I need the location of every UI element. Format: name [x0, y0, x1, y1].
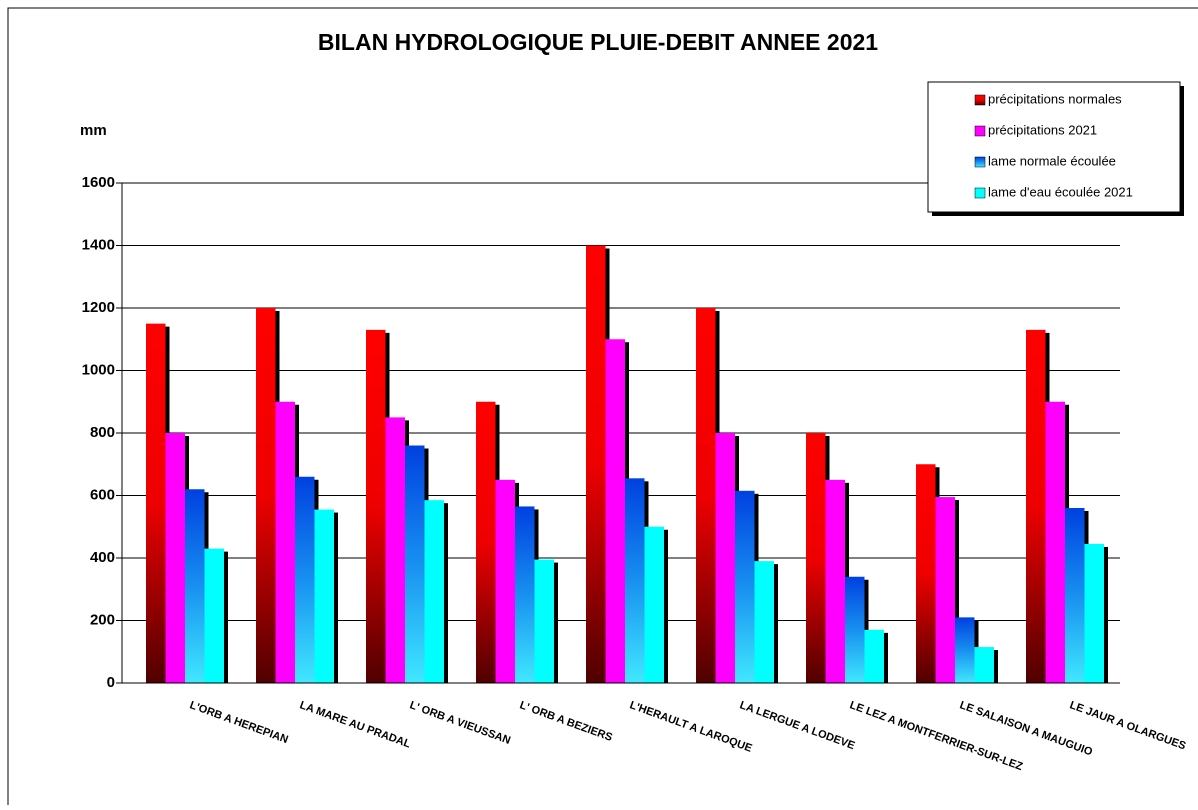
bar: [845, 576, 865, 683]
y-tick-label: 400: [90, 549, 115, 566]
bar: [405, 445, 425, 683]
bar: [424, 500, 444, 683]
bar: [864, 629, 884, 683]
bar: [586, 245, 606, 683]
x-tick-label: LA LERGUE A LODEVE: [738, 699, 856, 752]
legend-swatch: [974, 125, 986, 137]
bar: [534, 559, 554, 683]
bar: [605, 339, 625, 683]
bar: [366, 329, 386, 683]
bar: [1084, 543, 1104, 683]
y-tick-label: 0: [107, 674, 115, 691]
bar: [935, 497, 955, 683]
bar: [696, 308, 716, 683]
x-tick-label: LE LEZ A MONTFERRIER-SUR-LEZ: [848, 699, 1024, 773]
legend-label: précipitations normales: [988, 91, 1122, 106]
chart-title: BILAN HYDROLOGIQUE PLUIE-DEBIT ANNEE 202…: [318, 29, 878, 55]
y-tick-label: 200: [90, 611, 115, 628]
y-tick-label: 600: [90, 486, 115, 503]
bar: [955, 617, 975, 683]
bar: [806, 433, 826, 683]
legend-swatch: [974, 187, 986, 199]
legend: [927, 81, 1181, 213]
bar: [974, 647, 994, 683]
legend-swatch: [974, 156, 986, 168]
bar: [275, 401, 295, 683]
bar: [476, 401, 496, 683]
bar: [256, 308, 276, 683]
bar: [185, 489, 205, 683]
legend-label: lame normale écoulée: [988, 153, 1116, 168]
y-axis-label: mm: [80, 122, 107, 139]
bar: [295, 476, 315, 683]
bar: [204, 548, 224, 683]
bar: [715, 433, 735, 683]
bar: [165, 433, 185, 683]
y-tick-label: 1000: [82, 361, 115, 378]
bar: [314, 509, 334, 683]
bar: [1045, 401, 1065, 683]
bar: [385, 417, 405, 683]
legend-swatch: [974, 94, 986, 106]
bar: [625, 478, 645, 683]
bar: [825, 479, 845, 683]
x-tick-label: LA MARE AU PRADAL: [298, 699, 412, 750]
x-tick-label: L'ORB A HEREPIAN: [188, 699, 290, 746]
legend-label: précipitations 2021: [988, 122, 1097, 137]
bar: [1026, 329, 1046, 683]
bar: [146, 323, 166, 683]
bar: [515, 506, 535, 683]
bar: [735, 490, 755, 683]
bar: [1065, 508, 1085, 683]
x-tick-label: L'HERAULT A LAROQUE: [628, 699, 754, 755]
bar: [644, 526, 664, 683]
y-tick-label: 1400: [82, 236, 115, 253]
bar: [754, 561, 774, 683]
bar: [916, 464, 936, 683]
x-tick-label: L' ORB A BEZIERS: [518, 699, 614, 744]
legend-label: lame d'eau écoulée 2021: [988, 184, 1133, 199]
y-tick-label: 1200: [82, 299, 115, 316]
y-tick-label: 800: [90, 424, 115, 441]
y-tick-label: 1600: [82, 174, 115, 191]
bar: [495, 479, 515, 683]
x-tick-label: L' ORB A VIEUSSAN: [408, 699, 512, 747]
